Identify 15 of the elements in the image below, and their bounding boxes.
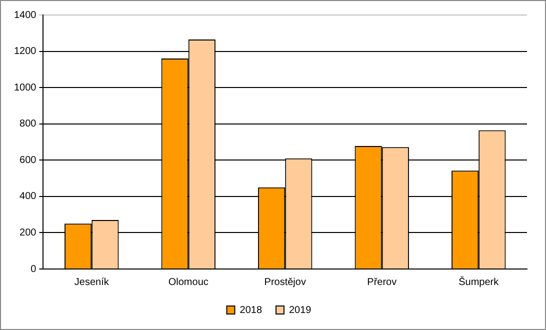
y-tick-label: 1200 <box>14 46 37 58</box>
y-tick-label: 800 <box>20 118 37 130</box>
y-tick-label: 1400 <box>14 10 37 21</box>
y-tick-label: 200 <box>20 227 37 238</box>
y-tick-label: 1000 <box>14 82 37 94</box>
y-tick-label: 400 <box>20 191 37 202</box>
x-tick-label: Prostějov <box>264 276 306 288</box>
y-tick-label: 0 <box>30 264 37 275</box>
legend-label: 2018 <box>240 304 262 316</box>
y-tick-label: 600 <box>20 154 37 166</box>
x-tick-label: Šumperk <box>458 276 500 288</box>
x-tick-label: Jeseník <box>74 276 110 288</box>
x-tick-label: Olomouc <box>168 276 208 288</box>
x-tick-label: Přerov <box>367 276 397 288</box>
legend-label: 2019 <box>289 304 312 316</box>
